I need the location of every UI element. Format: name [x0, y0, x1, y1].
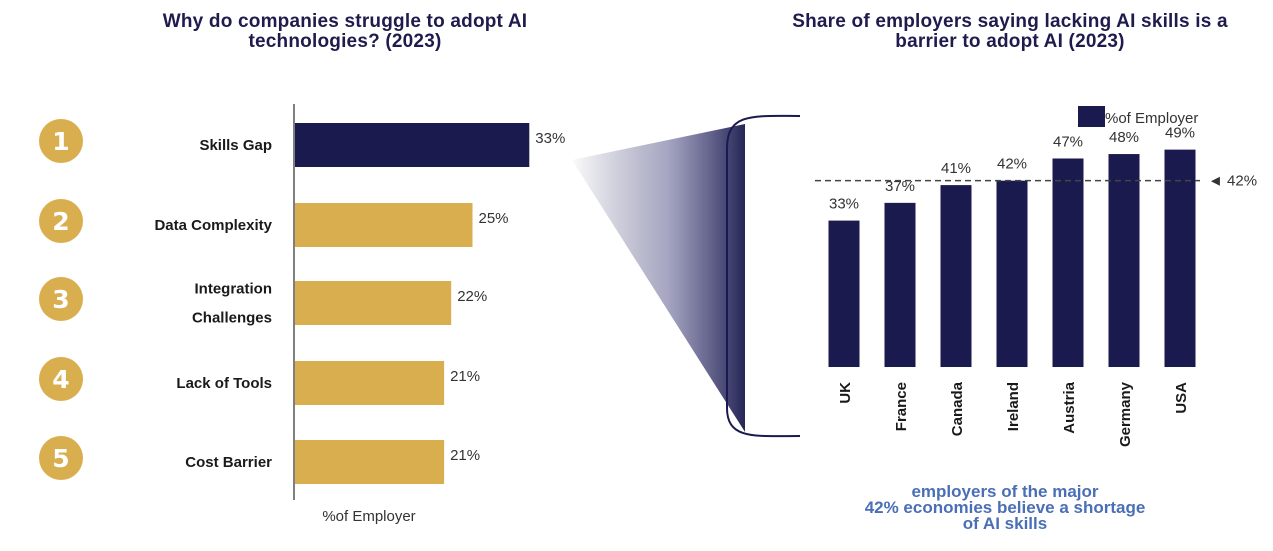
value-label: 42% [997, 156, 1027, 173]
value-label: 47% [1053, 133, 1083, 150]
bar [295, 123, 530, 167]
bar [295, 440, 445, 484]
rank-number: 1 [52, 127, 69, 156]
category-tick-label: Austria [1061, 381, 1078, 433]
value-label: 33% [535, 130, 565, 147]
rank-number: 4 [52, 365, 69, 394]
category-label: Lack of Tools [176, 375, 272, 392]
rank-number: 3 [52, 285, 69, 314]
footnote-line-2: 42% economies believe a shortage [864, 498, 1146, 517]
footnote-line-1: employers of the major [911, 482, 1099, 501]
right-bar-chart: 33% UK 37% France 41% Canada 42% Ireland 47% Aust… [815, 106, 1257, 447]
bar [295, 203, 473, 247]
category-tick-label: France [893, 382, 910, 431]
reference-line-label: ◄ 42% [1208, 173, 1257, 190]
category-tick-label: Canada [949, 381, 966, 436]
rank-badge [39, 199, 83, 243]
zoom-funnel [572, 124, 745, 432]
legend-label: %of Employer [1105, 110, 1198, 127]
category-tick-label: UK [837, 382, 854, 404]
zoom-connector [572, 114, 801, 438]
value-label: 22% [457, 288, 487, 305]
value-label: 37% [885, 178, 915, 195]
country-bar [884, 202, 916, 367]
country-bar [1052, 158, 1084, 367]
x-axis-label: %of Employer [322, 508, 415, 525]
value-label: 25% [479, 210, 509, 227]
left-bar-chart: 1 Skills Gap 33% 2 Data Complexity 25% 3 Integr… [39, 104, 565, 525]
value-label: 21% [450, 447, 480, 464]
bar [295, 361, 445, 405]
value-label: 21% [450, 368, 480, 385]
rank-badge [39, 119, 83, 163]
zoom-bracket [726, 114, 801, 438]
value-label: 48% [1109, 129, 1139, 146]
footnote: employers of the major 42% economies bel… [790, 482, 1220, 533]
category-label: Data Complexity [154, 217, 272, 234]
rank-number: 2 [52, 207, 69, 236]
category-label: Integration [195, 281, 273, 298]
footnote-line-3: of AI skills [962, 514, 1048, 533]
rank-badge [39, 436, 83, 480]
category-tick-label: Ireland [1005, 382, 1022, 431]
legend-swatch [1078, 106, 1105, 127]
value-label: 33% [829, 196, 859, 213]
country-bar [1108, 154, 1140, 367]
category-label: Challenges [192, 310, 272, 327]
rank-number: 5 [52, 444, 69, 473]
country-bar [996, 180, 1028, 367]
country-bar [1164, 149, 1196, 367]
country-bar [828, 220, 860, 367]
category-label: Cost Barrier [185, 454, 272, 471]
bar [295, 281, 452, 325]
left-chart-title: Why do companies struggle to adopt AI te… [162, 11, 528, 52]
rank-badge [39, 277, 83, 321]
category-tick-label: USA [1173, 382, 1190, 414]
right-chart-title: Share of employers saying lacking AI ski… [792, 11, 1228, 52]
category-tick-label: Germany [1117, 381, 1134, 447]
country-bar [940, 185, 972, 367]
value-label: 49% [1165, 125, 1195, 142]
category-label: Skills Gap [199, 137, 272, 154]
rank-badge [39, 357, 83, 401]
value-label: 41% [941, 160, 971, 177]
